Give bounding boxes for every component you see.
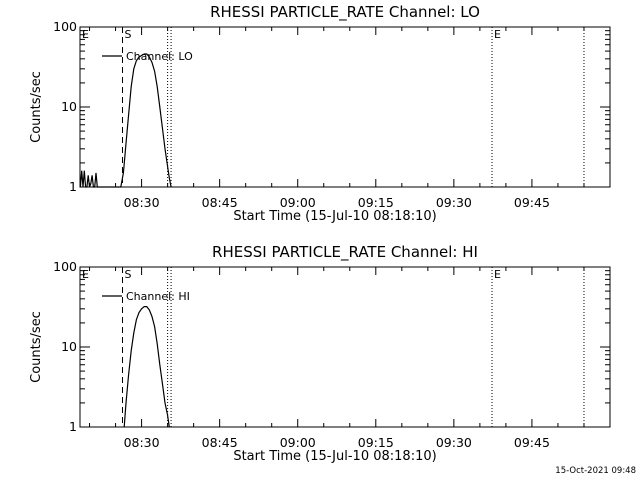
event-marker-label: S [125,28,132,41]
chart-title: RHESSI PARTICLE_RATE Channel: HI [212,243,478,262]
chart-panel-0: RHESSI PARTICLE_RATE Channel: LO 1 10 100 08… [29,3,611,224]
y-axis-label: Counts/sec [29,311,44,383]
legend-label: Channel: HI [126,290,190,303]
y-tick-label: 1 [69,179,77,194]
event-marker-label: S [125,268,132,281]
x-tick-label: 09:00 [280,435,316,450]
y-tick-label: 10 [61,339,77,354]
chart-title: RHESSI PARTICLE_RATE Channel: LO [210,3,480,22]
x-axis-label: Start Time (15-Jul-10 08:18:10) [233,449,436,464]
x-tick-label: 09:30 [436,435,472,450]
y-tick-label: 1 [69,419,77,434]
x-tick-label: 08:30 [124,435,160,450]
y-tick-label: 10 [61,99,77,114]
x-tick-label: 08:30 [124,195,160,210]
x-tick-label: 09:30 [436,195,472,210]
footer-timestamp: 15-Oct-2021 09:48 [555,466,636,476]
x-tick-label: 08:45 [202,435,238,450]
x-tick-label: 09:15 [358,435,394,450]
event-marker-label: E [82,28,89,41]
series-line-0 [79,53,172,188]
series-line-0 [123,306,170,428]
x-tick-label: 09:45 [514,435,550,450]
x-tick-label: 09:45 [514,195,550,210]
y-tick-label: 100 [53,259,77,274]
legend-label: Channel: LO [126,50,193,63]
x-axis-label: Start Time (15-Jul-10 08:18:10) [233,209,436,224]
event-marker-label: E [494,268,501,281]
x-tick-label: 09:00 [280,195,316,210]
y-tick-label: 100 [53,19,77,34]
x-tick-label: 09:15 [358,195,394,210]
event-marker-label: E [82,268,89,281]
x-tick-label: 08:45 [202,195,238,210]
chart-panel-1: RHESSI PARTICLE_RATE Channel: HI 1 10 100 08… [29,243,611,464]
event-marker-label: E [494,28,501,41]
y-axis-label: Counts/sec [29,71,44,143]
chart-panels: RHESSI PARTICLE_RATE Channel: LO 1 10 100 08… [29,3,611,464]
